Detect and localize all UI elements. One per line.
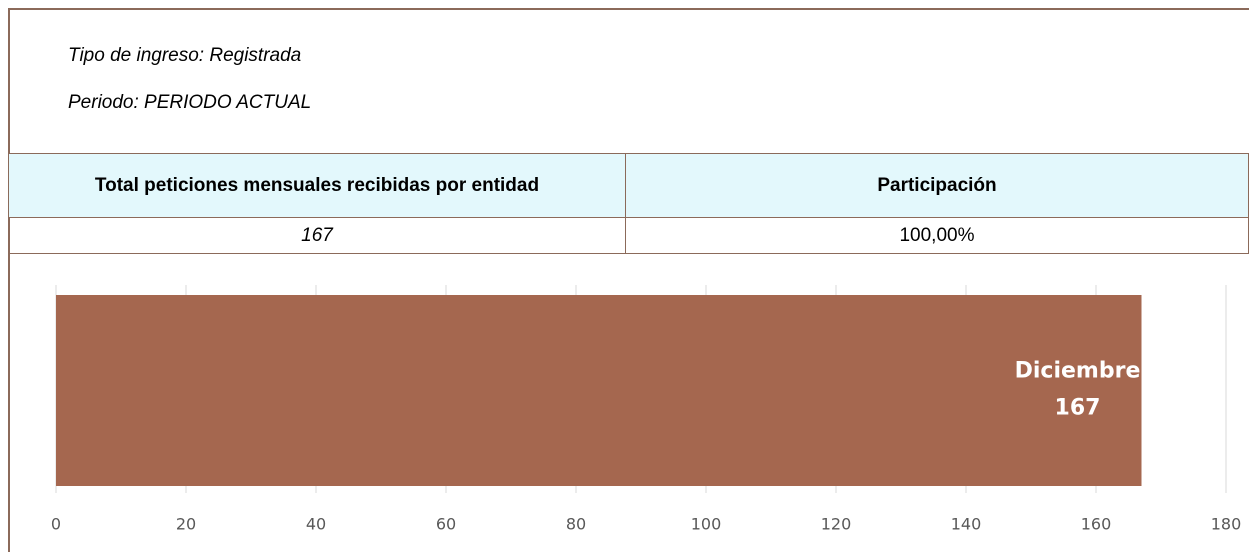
period: Periodo: PERIODO ACTUAL (68, 92, 312, 113)
x-tick-label: 40 (306, 515, 326, 534)
x-tick-label: 80 (566, 515, 586, 534)
x-tick-label: 100 (691, 515, 722, 534)
data-label-value: 167 (1055, 396, 1101, 421)
x-tick-label: 140 (951, 515, 982, 534)
column-header: Total peticiones mensuales recibidas por… (8, 153, 626, 218)
x-tick-label: 160 (1081, 515, 1112, 534)
x-tick-label: 180 (1211, 515, 1242, 534)
income-type: Tipo de ingreso: Registrada (68, 45, 302, 66)
frame (8, 8, 1249, 552)
bar (56, 295, 1142, 486)
column-header: Participación (625, 153, 1249, 218)
x-tick-label: 60 (436, 515, 456, 534)
x-tick-label: 0 (51, 515, 61, 534)
cell: 100,00% (625, 217, 1249, 254)
x-tick-label: 20 (176, 515, 196, 534)
x-tick-label: 120 (821, 515, 852, 534)
data-label-category: Diciembre (1015, 359, 1141, 384)
summary-table: Total peticiones mensuales recibidas por… (8, 153, 1249, 254)
cell: 167 (8, 217, 626, 254)
